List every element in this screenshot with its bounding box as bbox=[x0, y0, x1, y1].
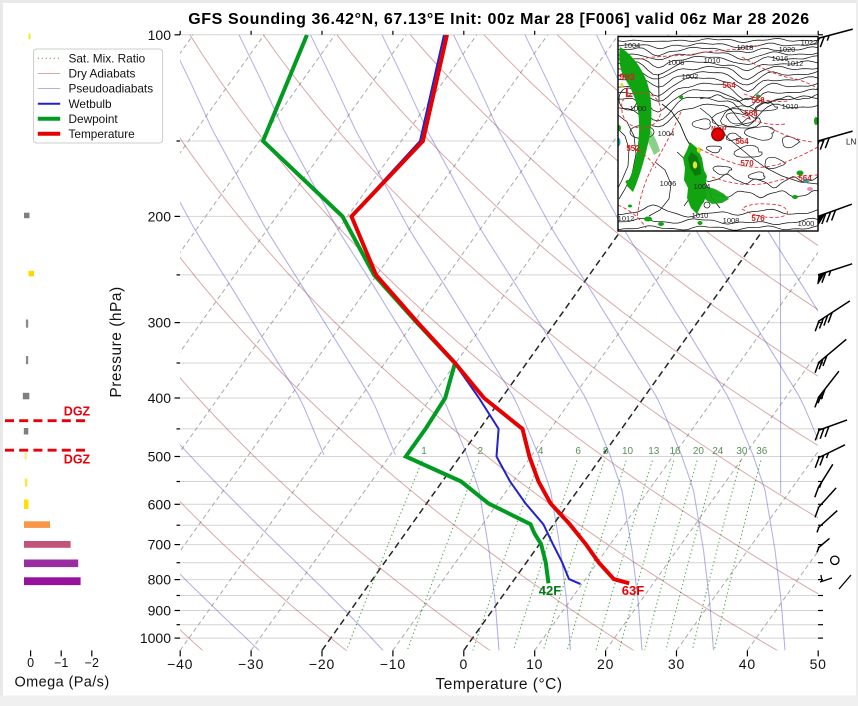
svg-text:Dry Adiabats: Dry Adiabats bbox=[69, 67, 136, 81]
svg-text:900: 900 bbox=[148, 603, 172, 619]
svg-text:20: 20 bbox=[693, 446, 705, 457]
svg-text:0: 0 bbox=[460, 656, 469, 672]
svg-text:−30: −30 bbox=[238, 656, 264, 672]
svg-text:16: 16 bbox=[669, 446, 681, 457]
svg-text:200: 200 bbox=[148, 208, 172, 224]
svg-text:100: 100 bbox=[148, 27, 172, 43]
svg-text:2: 2 bbox=[478, 446, 484, 457]
svg-text:DGZ: DGZ bbox=[64, 453, 91, 467]
svg-text:700: 700 bbox=[148, 537, 172, 553]
svg-text:Pseudoadiabats: Pseudoadiabats bbox=[69, 82, 154, 96]
svg-text:Temperature: Temperature bbox=[69, 127, 136, 141]
svg-text:558: 558 bbox=[744, 109, 758, 118]
svg-text:−40: −40 bbox=[167, 656, 193, 672]
svg-text:1012: 1012 bbox=[618, 214, 635, 223]
svg-text:1016: 1016 bbox=[772, 54, 789, 63]
svg-text:1022: 1022 bbox=[801, 38, 818, 47]
svg-text:1004: 1004 bbox=[624, 41, 641, 50]
svg-text:600: 600 bbox=[148, 496, 172, 512]
svg-text:4: 4 bbox=[538, 446, 544, 457]
svg-text:558: 558 bbox=[751, 96, 765, 105]
svg-text:1010: 1010 bbox=[782, 102, 799, 111]
svg-text:63F: 63F bbox=[622, 583, 644, 598]
svg-text:Wetbulb: Wetbulb bbox=[69, 97, 113, 111]
svg-text:−2: −2 bbox=[85, 656, 99, 670]
svg-text:Dewpoint: Dewpoint bbox=[69, 112, 119, 126]
svg-text:1012: 1012 bbox=[787, 59, 804, 68]
svg-text:1000: 1000 bbox=[630, 104, 647, 113]
svg-text:GFS Sounding 36.42°N, 67.13°E: GFS Sounding 36.42°N, 67.13°E Init: 00z … bbox=[188, 11, 810, 28]
svg-text:500: 500 bbox=[148, 449, 172, 465]
svg-text:1000: 1000 bbox=[140, 630, 171, 646]
svg-text:0: 0 bbox=[27, 656, 34, 670]
svg-text:10: 10 bbox=[622, 446, 634, 457]
svg-text:L: L bbox=[625, 85, 633, 100]
svg-text:24: 24 bbox=[712, 446, 724, 457]
svg-text:LN: LN bbox=[846, 138, 856, 147]
svg-text:400: 400 bbox=[148, 390, 172, 406]
svg-text:1004: 1004 bbox=[658, 129, 675, 138]
svg-text:30: 30 bbox=[736, 446, 748, 457]
svg-text:1002: 1002 bbox=[682, 72, 699, 81]
svg-text:−1: −1 bbox=[54, 656, 68, 670]
svg-text:13: 13 bbox=[648, 446, 660, 457]
svg-text:40: 40 bbox=[739, 656, 756, 672]
svg-text:552: 552 bbox=[626, 144, 640, 153]
svg-text:Pressure (hPa): Pressure (hPa) bbox=[108, 286, 125, 397]
svg-text:8: 8 bbox=[603, 446, 609, 457]
svg-text:800: 800 bbox=[148, 572, 172, 588]
svg-text:Sat. Mix. Ratio: Sat. Mix. Ratio bbox=[69, 52, 146, 66]
svg-text:Omega (Pa/s): Omega (Pa/s) bbox=[15, 675, 110, 691]
svg-text:1000: 1000 bbox=[798, 219, 815, 228]
svg-text:36: 36 bbox=[756, 446, 768, 457]
svg-text:300: 300 bbox=[148, 315, 172, 331]
svg-text:1: 1 bbox=[421, 446, 427, 457]
svg-text:50: 50 bbox=[810, 656, 827, 672]
svg-text:564: 564 bbox=[798, 174, 812, 183]
svg-text:576: 576 bbox=[751, 214, 765, 223]
svg-text:993: 993 bbox=[619, 72, 635, 83]
svg-text:42F: 42F bbox=[539, 583, 561, 598]
svg-text:1018: 1018 bbox=[737, 43, 754, 52]
svg-text:564: 564 bbox=[722, 81, 736, 90]
svg-text:20: 20 bbox=[597, 656, 614, 672]
svg-text:−20: −20 bbox=[309, 656, 335, 672]
svg-text:6: 6 bbox=[575, 446, 581, 457]
svg-text:1020: 1020 bbox=[779, 45, 796, 54]
svg-text:1008: 1008 bbox=[723, 216, 740, 225]
svg-text:−10: −10 bbox=[380, 656, 406, 672]
svg-text:DGZ: DGZ bbox=[64, 405, 91, 419]
svg-text:1006: 1006 bbox=[660, 179, 677, 188]
svg-text:1006: 1006 bbox=[668, 58, 685, 67]
svg-text:1004: 1004 bbox=[694, 182, 711, 191]
svg-text:Temperature (°C): Temperature (°C) bbox=[435, 676, 562, 693]
svg-text:1010: 1010 bbox=[692, 211, 709, 220]
svg-text:1010: 1010 bbox=[704, 56, 721, 65]
svg-text:564: 564 bbox=[735, 137, 749, 146]
svg-text:570: 570 bbox=[740, 159, 754, 168]
svg-text:30: 30 bbox=[668, 656, 685, 672]
svg-text:10: 10 bbox=[526, 656, 543, 672]
